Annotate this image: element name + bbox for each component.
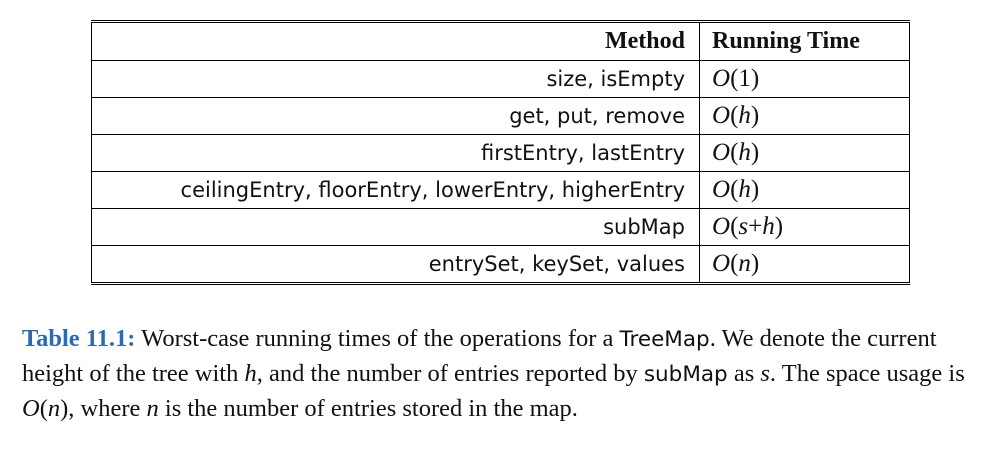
table-caption: Table 11.1: Worst-case running times of … (22, 322, 977, 426)
table-row: ceilingEntry, floorEntry, lowerEntry, hi… (91, 170, 910, 209)
caption-text: Worst-case running times of the operatio… (135, 325, 620, 352)
table-bottom-double-rule (91, 282, 910, 285)
running-time-table: Method Running Time size, isEmpty O(1) g… (91, 23, 910, 282)
caption-method-name: subMap (643, 362, 728, 387)
caption-var-h: h (244, 360, 257, 387)
table-header-row: Method Running Time (91, 23, 910, 61)
time-cell: O(s+h) (699, 207, 910, 246)
caption-text: . We denote the current height of the tr… (22, 325, 937, 387)
caption-text: is the number of entries stored in the m… (158, 395, 578, 422)
time-cell: O(h) (699, 96, 910, 135)
header-running-time: Running Time (699, 23, 910, 61)
table-row: get, put, remove O(h) (91, 96, 910, 135)
running-time-table-container: Method Running Time size, isEmpty O(1) g… (91, 20, 910, 285)
caption-label: Table 11.1: (22, 325, 136, 352)
table-row: firstEntry, lastEntry O(h) (91, 133, 910, 172)
time-cell: O(1) (699, 59, 910, 98)
table-row: subMap O(s+h) (91, 207, 910, 246)
table-row: entrySet, keySet, values O(n) (91, 244, 910, 282)
caption-text: . The space usage is (769, 360, 965, 387)
caption-var-n: n (146, 395, 159, 422)
time-cell: O(n) (699, 244, 910, 282)
time-cell: O(h) (699, 170, 910, 209)
method-cell: subMap (91, 207, 700, 246)
caption-space-usage: O(n) (22, 395, 69, 422)
method-cell: size, isEmpty (91, 59, 700, 98)
caption-text: as (727, 360, 761, 387)
method-cell: get, put, remove (91, 96, 700, 135)
caption-var-s: s (760, 360, 770, 387)
method-cell: entrySet, keySet, values (91, 244, 700, 282)
time-cell: O(h) (699, 133, 910, 172)
caption-class-name: TreeMap (619, 327, 710, 352)
table-row: size, isEmpty O(1) (91, 59, 910, 98)
method-cell: ceilingEntry, floorEntry, lowerEntry, hi… (91, 170, 700, 209)
header-method: Method (91, 23, 700, 61)
table-top-double-rule (91, 20, 910, 23)
method-cell: firstEntry, lastEntry (91, 133, 700, 172)
caption-text: , where (68, 395, 147, 422)
caption-text: , and the number of entries reported by (256, 360, 644, 387)
